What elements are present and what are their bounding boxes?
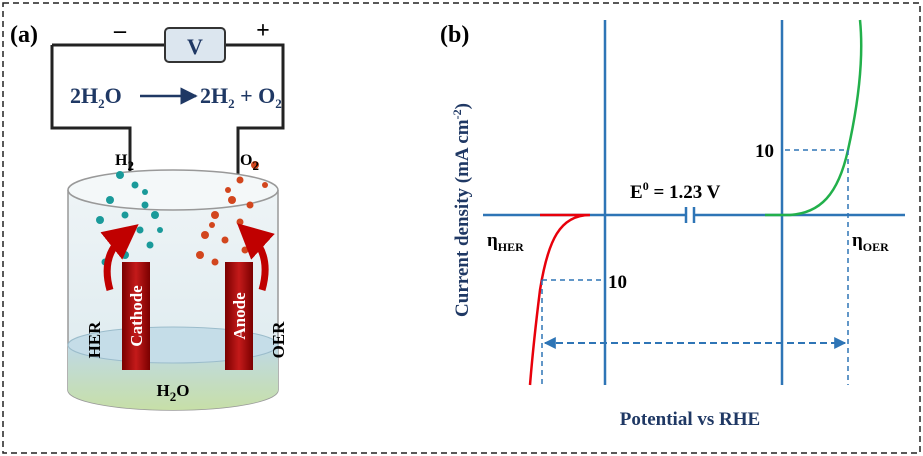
oer-curve [765,20,861,215]
text-part: O [105,83,122,108]
cathode-label: Cathode [127,285,146,347]
text-part: Current density (mA cm [452,119,473,317]
text-part: H [115,152,128,169]
text-part: η [852,230,863,251]
text-part: -2 [450,109,464,119]
text-part: + O [235,83,276,108]
panel-a: (a) V – + 2H2O 2H2 + O2 H2 O2 Cathode An [10,18,288,410]
her-curve [530,215,590,385]
text-part: HER [498,240,524,254]
text-part: 2 [275,96,282,111]
panel-label: (a) [10,22,38,48]
text-part: 2H [70,83,98,108]
text-part: = 1.23 V [649,182,721,203]
her-overpotential-label: ηHER [487,230,524,254]
her-current-label: 10 [608,272,627,293]
text-part: O [176,381,189,400]
plus-sign: + [256,18,270,44]
beaker-rim [68,170,278,210]
text-part: O [240,152,252,169]
text-part: η [487,230,498,251]
text-part: 2 [252,158,259,173]
oer-overpotential-label: ηOER [852,230,889,254]
text-part: 2H [200,83,228,108]
panel-label: (b) [440,22,469,48]
meter-label: V [187,34,203,59]
o2-label: O2 [240,152,259,173]
text-part: E [630,182,643,203]
y-axis-label: Current density (mA cm-2) [450,103,473,317]
reaction-rhs: 2H2 + O2 [200,83,282,111]
figure: (a) V – + 2H2O 2H2 + O2 H2 O2 Cathode An [0,0,923,456]
oer-label: OER [269,321,288,359]
her-label: HER [85,321,104,359]
oer-current-label: 10 [755,141,774,162]
panel-b: (b) Current density (mA cm-2) Potential … [440,20,905,430]
x-axis-label: Potential vs RHE [620,409,760,430]
text-part: ) [452,103,473,109]
anode-label: Anode [230,292,249,340]
equilibrium-label: E0 = 1.23 V [630,179,721,203]
reaction-lhs: 2H2O [70,83,122,111]
minus-sign: – [113,18,127,44]
text-part: OER [863,240,889,254]
text-part: H [157,381,170,400]
text-part: 2 [127,158,134,173]
